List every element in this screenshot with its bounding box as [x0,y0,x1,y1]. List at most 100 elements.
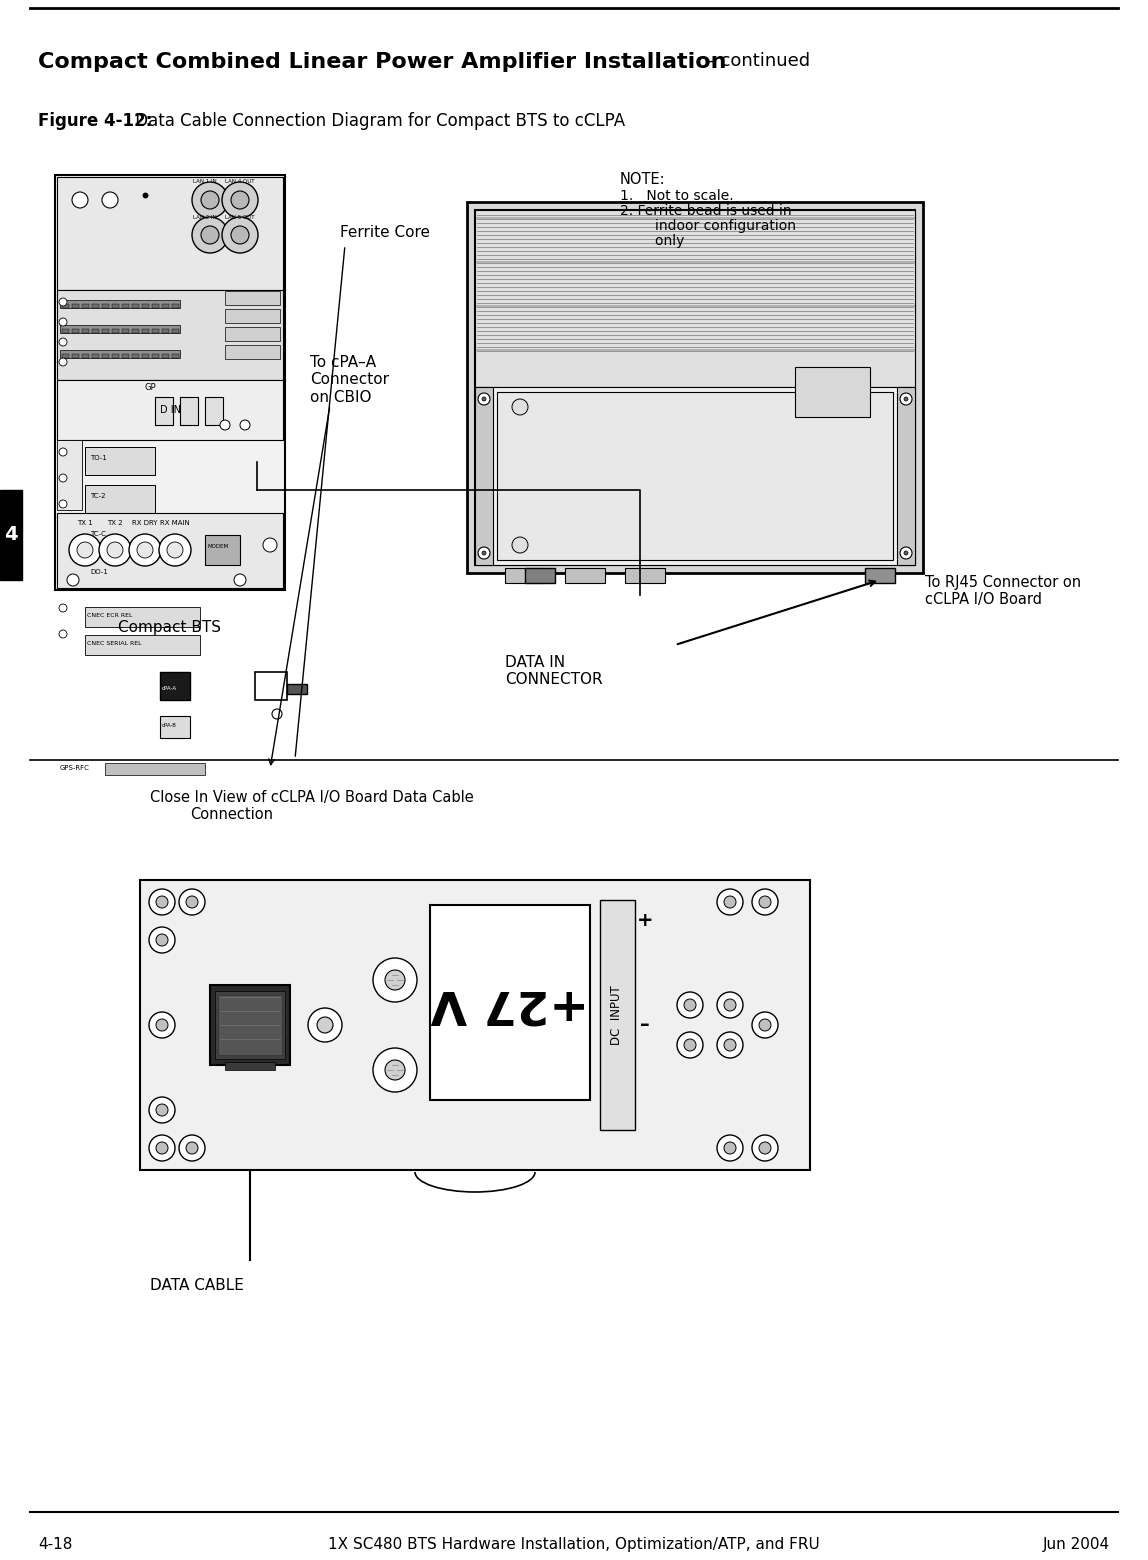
Text: indoor configuration: indoor configuration [620,218,796,232]
Text: CNEC SERIAL REL: CNEC SERIAL REL [87,641,141,646]
Bar [565,568,605,583]
Bar [102,354,109,357]
Bar [62,304,69,307]
Circle shape [192,183,228,218]
Bar [140,880,810,1170]
Circle shape [156,1142,168,1154]
Bar [57,440,82,510]
Text: TX 2: TX 2 [107,519,123,526]
Circle shape [102,192,118,207]
Bar [72,354,79,357]
Circle shape [59,474,67,482]
Bar [215,991,285,1059]
Bar [525,568,554,583]
Bar [155,396,173,424]
Circle shape [137,541,153,558]
Text: Data Cable Connection Diagram for Compact BTS to cCLPA: Data Cable Connection Diagram for Compac… [130,112,626,129]
Bar [497,392,893,560]
Bar [62,354,69,357]
Bar [85,635,200,655]
Text: LAN 2 IN: LAN 2 IN [193,215,217,220]
Bar [142,354,149,357]
Circle shape [222,217,258,253]
Bar [104,763,205,775]
Text: Connection: Connection [191,807,273,822]
Text: +: + [637,911,653,930]
Bar [225,292,280,306]
Bar [225,328,280,342]
Text: Close In View of cCLPA I/O Board Data Cable: Close In View of cCLPA I/O Board Data Ca… [150,789,474,805]
Text: TO-1: TO-1 [90,456,107,462]
Text: LAN 1 IN: LAN 1 IN [193,179,217,184]
Circle shape [220,420,230,431]
Text: D IN: D IN [160,406,180,415]
Bar [162,329,169,332]
Circle shape [201,190,219,209]
Bar [57,513,284,588]
Circle shape [752,1012,778,1037]
Text: cPA-B: cPA-B [162,722,177,729]
Circle shape [156,934,168,945]
Bar [92,354,99,357]
Circle shape [72,192,88,207]
Bar [218,995,282,1055]
Bar [57,176,284,290]
Circle shape [718,1033,743,1058]
Circle shape [903,551,908,555]
Text: Compact BTS: Compact BTS [118,619,222,635]
Text: TC-2: TC-2 [90,493,106,499]
Bar [132,304,139,307]
Circle shape [718,889,743,916]
Bar [142,304,149,307]
Bar [152,304,160,307]
Bar [62,329,69,332]
Bar [72,304,79,307]
Bar [55,175,285,590]
Bar [505,568,545,583]
Circle shape [752,1136,778,1161]
Text: NOTE:: NOTE: [620,172,666,187]
Circle shape [317,1017,333,1033]
Bar [60,349,180,357]
Text: GPS-RFC: GPS-RFC [60,764,90,771]
Circle shape [759,895,771,908]
Bar [85,562,155,590]
Bar [113,329,119,332]
Text: 4-18: 4-18 [38,1537,72,1552]
Circle shape [59,357,67,367]
Circle shape [156,1019,168,1031]
Circle shape [59,318,67,326]
Bar [475,211,915,565]
Bar [102,304,109,307]
Bar [57,381,284,440]
Text: Figure 4-12:: Figure 4-12: [38,112,153,129]
Circle shape [718,1136,743,1161]
Circle shape [900,393,912,406]
Bar [180,396,197,424]
Circle shape [156,895,168,908]
Bar [172,304,179,307]
Circle shape [373,958,417,1002]
Bar [625,568,665,583]
Bar [172,354,179,357]
Text: – continued: – continued [700,51,810,70]
Circle shape [724,998,736,1011]
Text: 2. Ferrite bead is used in: 2. Ferrite bead is used in [620,204,792,218]
Bar [205,535,240,565]
Text: TC-C: TC-C [90,530,106,537]
Circle shape [263,538,277,552]
Bar [60,324,180,332]
Circle shape [272,708,282,719]
Circle shape [482,551,486,555]
Bar [475,211,915,387]
Circle shape [59,448,67,456]
Text: RX DRY: RX DRY [132,519,157,526]
Text: cPA-A: cPA-A [162,686,177,691]
Circle shape [385,1059,405,1080]
Text: DATA IN
CONNECTOR: DATA IN CONNECTOR [505,655,603,688]
Text: –: – [641,1016,650,1034]
Bar [475,387,492,565]
Circle shape [59,298,67,306]
Circle shape [231,190,249,209]
Circle shape [385,970,405,991]
